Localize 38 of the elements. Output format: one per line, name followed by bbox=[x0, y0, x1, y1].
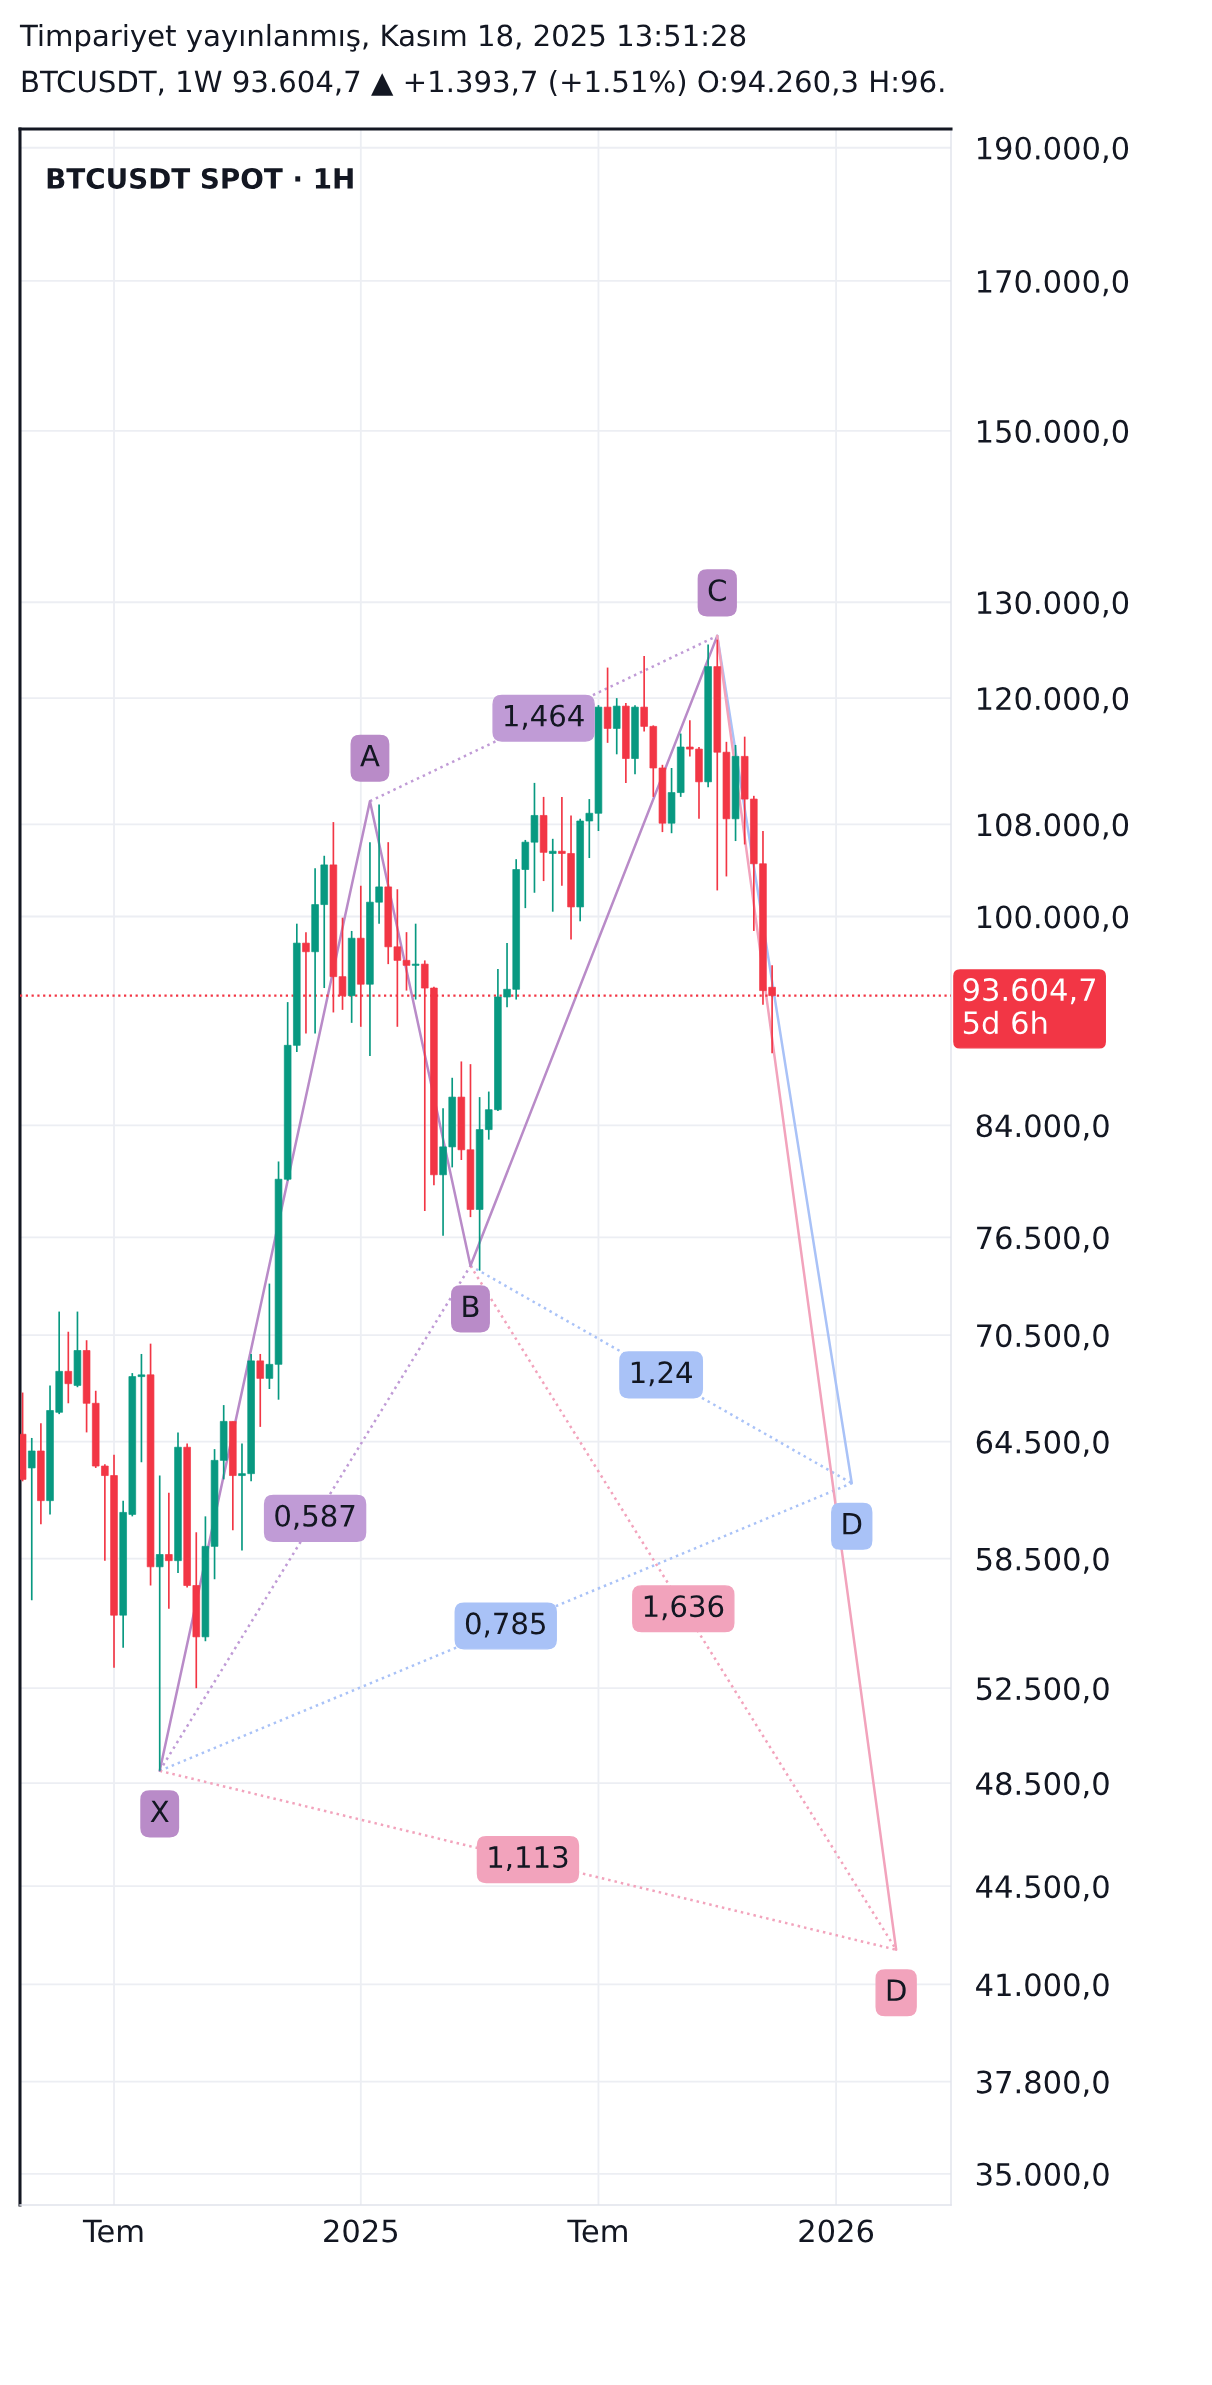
y-tick-label: 76.500,0 bbox=[977, 1226, 1109, 1253]
y-tick-label: 84.000,0 bbox=[976, 1114, 1109, 1141]
chart-title: Timpariyet yayınlanmış, Kasım 18, 2025 13:51:28 bbox=[19, 23, 746, 53]
annotation: B bbox=[463, 1295, 479, 1317]
y-tick-label: 70.500,0 bbox=[977, 1324, 1109, 1351]
y-tick-label: 170.000,0 bbox=[977, 269, 1129, 297]
x-tick-label: Tem bbox=[567, 2219, 627, 2243]
y-tick-label: 48.500,0 bbox=[976, 1772, 1109, 1799]
chart-subtitle: BTCUSDT, 1W 93.604,7 ▲ +1.393,7 (+1.51%) O:94.260,3 H:96. bbox=[22, 69, 944, 96]
annotation: 1,636 bbox=[644, 1595, 724, 1621]
annotation: C bbox=[708, 579, 726, 602]
y-tick-label: 120.000,0 bbox=[977, 687, 1129, 714]
y-tick-label: 41.000,0 bbox=[976, 1973, 1109, 2000]
annotation: 1,24 bbox=[631, 1361, 692, 1387]
annotation: BTCUSDT SPOT · 1H bbox=[47, 167, 353, 189]
y-tick-label: 44.500,0 bbox=[976, 1875, 1109, 1902]
annotation: 0,587 bbox=[275, 1504, 355, 1530]
y-tick-label: 64.500,0 bbox=[976, 1430, 1109, 1457]
annotation: 1,464 bbox=[505, 704, 584, 730]
y-tick-label: 37.800,0 bbox=[976, 2070, 1109, 2097]
annotation: 1,113 bbox=[489, 1845, 568, 1872]
x-tick-label: 2025 bbox=[324, 2219, 398, 2243]
y-tick-label: 52.500,0 bbox=[976, 1677, 1109, 1704]
y-tick-label: 58.500,0 bbox=[976, 1547, 1109, 1574]
x-tick-label: 2026 bbox=[799, 2219, 874, 2243]
annotation: X bbox=[150, 1800, 169, 1822]
annotation: D bbox=[843, 1513, 862, 1535]
y-tick-label: 100.000,0 bbox=[977, 905, 1129, 932]
ref-line-label: 93.604,7 5d 6h bbox=[963, 978, 1096, 1035]
annotation: 0,785 bbox=[465, 1612, 545, 1638]
y-tick-label: 35.000,0 bbox=[976, 2162, 1109, 2189]
y-tick-label: 108.000,0 bbox=[977, 813, 1129, 840]
x-tick-label: Tem bbox=[82, 2219, 143, 2243]
y-tick-label: 130.000,0 bbox=[977, 591, 1129, 618]
y-tick-label: 190.000,0 bbox=[977, 136, 1129, 163]
annotation: D bbox=[887, 1979, 906, 2001]
annotation: A bbox=[360, 744, 380, 767]
y-tick-label: 150.000,0 bbox=[977, 419, 1129, 447]
